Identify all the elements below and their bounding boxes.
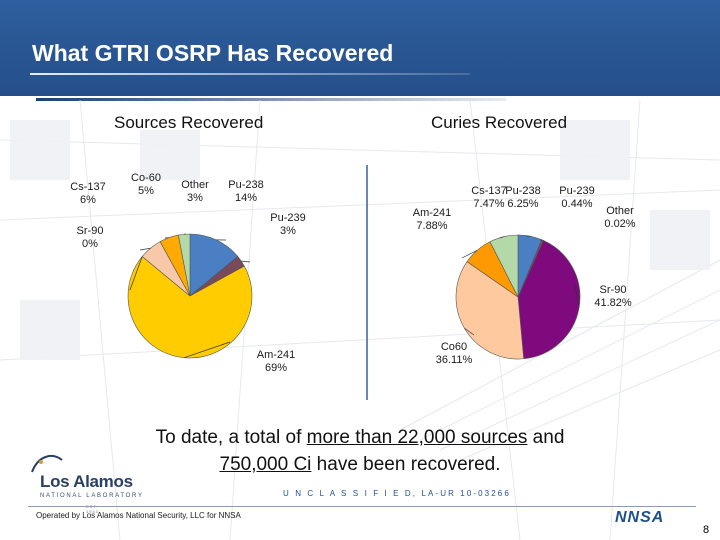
curies-value-am-241: 7.88% bbox=[416, 220, 447, 232]
summary-text-mid: and bbox=[527, 427, 565, 448]
sources-value-am-241: 69% bbox=[265, 362, 287, 374]
curies-label-other: Other bbox=[606, 205, 634, 217]
curies-value-cs-137: 7.47% bbox=[473, 198, 504, 210]
sources-value-pu-238: 14% bbox=[235, 192, 257, 204]
recovery-summary: To date, a total of more than 22,000 sou… bbox=[60, 424, 660, 478]
sources-value-sr-90: 0% bbox=[82, 238, 98, 250]
curies-leader-sr-90 bbox=[574, 284, 580, 308]
curies-value-pu-239: 0.44% bbox=[561, 198, 592, 210]
nnsa-logo: NNSA bbox=[615, 509, 665, 526]
summary-text-end: have been recovered. bbox=[311, 454, 501, 475]
chart-divider bbox=[366, 165, 368, 400]
summary-curies-figure: 750,000 Ci bbox=[219, 454, 312, 475]
sources-label-co-60: Co-60 bbox=[131, 172, 161, 184]
sources-label-pu-239: Pu-239 bbox=[270, 212, 305, 224]
curies-label-co60: Co60 bbox=[441, 341, 467, 353]
sources-label-cs-137: Cs-137 bbox=[70, 181, 105, 193]
sources-slice-pu-238 bbox=[189, 233, 239, 297]
sources-label-pu-238: Pu-238 bbox=[228, 179, 263, 191]
sources-label-am-241: Am-241 bbox=[257, 349, 296, 361]
curies-value-co60: 36.11% bbox=[436, 354, 473, 366]
slide-title: What GTRI OSRP Has Recovered bbox=[32, 40, 394, 66]
summary-text-start: To date, a total of bbox=[155, 427, 307, 448]
sources-label-sr-90: Sr-90 bbox=[77, 225, 104, 237]
logo-subtitle: NATIONAL LABORATORY bbox=[40, 493, 144, 499]
sources-chart-title: Sources Recovered bbox=[114, 113, 264, 132]
operated-by-text: Operated by Los Alamos National Security… bbox=[36, 511, 241, 520]
classification-marking: U N C L A S S I F I E D, LA-UR 10-03266 bbox=[283, 489, 511, 498]
footer-rule bbox=[28, 506, 696, 507]
curies-label-sr-90: Sr-90 bbox=[600, 284, 627, 296]
logo-name: Los Alamos bbox=[40, 472, 133, 491]
title-underline bbox=[30, 73, 470, 75]
los-alamos-swoosh-icon bbox=[31, 455, 63, 473]
curies-leader-co60 bbox=[464, 327, 475, 336]
sources-slice-other bbox=[178, 233, 191, 297]
curies-label-pu-239: Pu-239 bbox=[559, 185, 594, 197]
sources-leader-sr-90 bbox=[129, 256, 143, 291]
sources-value-pu-239: 3% bbox=[280, 225, 296, 237]
curies-value-other: 0.02% bbox=[604, 218, 635, 230]
header-accent-rule bbox=[36, 98, 506, 101]
sources-label-other: Other bbox=[181, 179, 209, 191]
curies-label-am-241: Am-241 bbox=[413, 207, 452, 219]
slide-header: What GTRI OSRP Has Recovered bbox=[0, 0, 720, 96]
sources-value-other: 3% bbox=[187, 192, 203, 204]
sources-leader-pu-239 bbox=[241, 260, 251, 263]
sources-leader-am-241 bbox=[184, 341, 231, 359]
curies-label-pu-238: Pu-238 bbox=[505, 185, 540, 197]
sources-value-co-60: 5% bbox=[138, 185, 154, 197]
summary-sources-figure: more than 22,000 sources bbox=[306, 427, 528, 448]
curies-value-pu-238: 6.25% bbox=[507, 198, 538, 210]
sources-leader-cs-137 bbox=[139, 247, 151, 251]
curies-leader-am-241 bbox=[461, 249, 478, 259]
curies-leader-cs-137 bbox=[499, 236, 504, 239]
curies-label-cs-137: Cs-137 bbox=[471, 185, 506, 197]
page-number: 8 bbox=[703, 524, 710, 536]
curies-value-sr-90: 41.82% bbox=[594, 297, 632, 309]
sources-value-cs-137: 6% bbox=[80, 194, 96, 206]
curies-chart-title: Curies Recovered bbox=[431, 113, 568, 132]
